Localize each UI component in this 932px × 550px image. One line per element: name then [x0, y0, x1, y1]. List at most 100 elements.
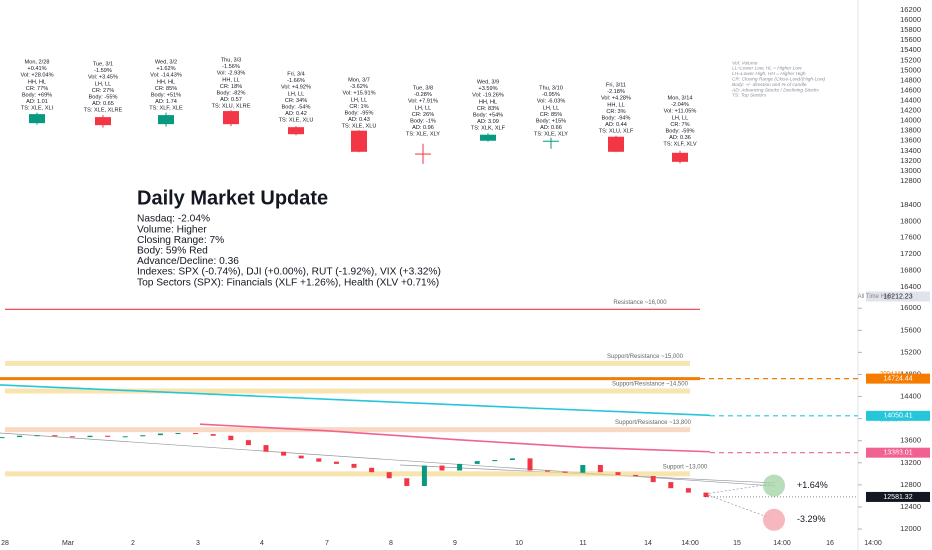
card-line: Body: -59%: [666, 128, 695, 134]
price-candle: [298, 455, 304, 459]
candle-body: [672, 152, 688, 162]
card-line: TS: XLF, XLE: [149, 106, 183, 112]
card-line: Vol: +3.45%: [88, 75, 118, 81]
level-label: Support ~13,000: [663, 464, 708, 470]
card-line: Wed, 3/2: [155, 59, 177, 65]
legend-note: CR: Closing Range (Close-Low)/(High-Low): [732, 76, 825, 82]
card-line: LH, LL: [288, 91, 304, 97]
summary-line: Closing Range: 7%: [137, 235, 224, 246]
card-line: Fri, 3/4: [287, 71, 304, 77]
card-line: -1.66%: [287, 78, 305, 84]
summary-line: Body: 59% Red: [137, 245, 208, 256]
price-candle: [333, 461, 339, 464]
price-candle: [509, 458, 515, 461]
price-candle: [263, 445, 269, 452]
level-band: [5, 388, 690, 394]
card-line: HH, LL: [222, 77, 239, 83]
card-line: TS: XLF, XLV: [663, 142, 696, 148]
card-line: TS: XLK, XLF: [471, 126, 506, 132]
summary-line: Top Sectors (SPX): Financials (XLF +1.26…: [137, 277, 439, 288]
x-tick-label: 2: [131, 540, 135, 547]
card-line: CR: 85%: [540, 112, 562, 118]
price-candle: [650, 476, 656, 483]
x-tick-label: 14:00: [773, 540, 791, 547]
y-tick-label: 14600: [900, 85, 921, 94]
legend-note: AD: Advancing Stocks / Declining Stocks: [731, 87, 819, 93]
price-candle: [245, 440, 251, 446]
price-candle: [87, 435, 93, 438]
card-line: Wed, 3/9: [477, 79, 499, 85]
price-candle: [105, 435, 111, 437]
title: Daily Market Update: [137, 187, 328, 209]
y-tick-label: 16800: [900, 266, 921, 275]
card-line: Body: -82%: [217, 90, 246, 96]
card-line: CR: 77%: [26, 86, 48, 92]
level-label: Resistance ~16,000: [613, 300, 667, 306]
card-line: Vol: -14.43%: [150, 73, 182, 79]
legend-note: Body: +/- direction and % of candle: [732, 82, 807, 88]
price-candle: [0, 437, 5, 439]
y-tick-label: 14400: [900, 392, 921, 401]
y-tick-label: 13000: [900, 166, 921, 175]
y-tick-label: 12400: [900, 502, 921, 511]
card-line: HH, HL: [157, 79, 175, 85]
card-line: TS: XLU, XLF: [599, 129, 634, 135]
candle-body: [223, 111, 239, 125]
card-line: AD: 1.01: [26, 99, 48, 105]
price-candle: [386, 472, 392, 479]
level-label: Support/Resistance ~14,500: [612, 382, 689, 388]
card-line: -1.56%: [222, 64, 240, 70]
candle-body: [543, 140, 559, 142]
x-tick-label: 4: [260, 540, 264, 547]
y-tick-label: 15000: [900, 65, 921, 74]
price-box: [866, 373, 930, 384]
card-line: HH, LL: [607, 102, 624, 108]
price-label: 13383.01: [883, 450, 912, 457]
card-line: AD: 0.42: [285, 111, 307, 117]
x-tick-label: 7: [325, 540, 329, 547]
price-candle: [545, 470, 551, 472]
y-tick-label: 15800: [900, 25, 921, 34]
level-band: [5, 427, 690, 433]
card-line: CR: 34%: [285, 98, 307, 104]
card-line: Body: -94%: [602, 115, 631, 121]
card-line: TS: XLE, XLY: [534, 132, 568, 138]
y-tick-label: 15200: [900, 55, 921, 64]
y-tick-label: 14000: [900, 116, 921, 125]
price-candle: [369, 467, 375, 473]
price-candle: [457, 463, 463, 471]
y-tick-label: 15200: [900, 347, 921, 356]
y-tick-label: 13600: [900, 436, 921, 445]
price-candle: [597, 464, 603, 473]
price-candle: [562, 471, 568, 473]
card-line: +0.41%: [27, 66, 46, 72]
projection-label: -3.29%: [797, 514, 826, 524]
card-line: Body: +54%: [473, 112, 503, 118]
summary-line: Advance/Decline: 0.36: [137, 256, 239, 267]
candle-body: [480, 134, 496, 141]
card-line: Mon, 3/7: [348, 77, 370, 83]
y-tick-label: 13200: [900, 156, 921, 165]
card-line: CR: 1%: [349, 104, 368, 110]
card-line: HH, HL: [28, 79, 46, 85]
price-candle: [492, 460, 498, 462]
price-candle: [703, 492, 709, 497]
level-band: [5, 360, 690, 366]
card-line: TS: XLU, XLRE: [212, 104, 251, 110]
card-line: CR: 3%: [606, 109, 625, 115]
card-line: CR: 26%: [412, 112, 434, 118]
candle-body: [288, 127, 304, 135]
card-line: Vol: +4.92%: [281, 85, 311, 91]
card-line: AD: 0.96: [412, 125, 434, 131]
legend-note: LH=Lower High, HH = Higher High: [732, 71, 806, 77]
price-candle: [210, 434, 216, 436]
card-line: HH, HL: [479, 99, 497, 105]
legend-note: Vol: Volume: [732, 60, 758, 66]
price-candle: [175, 432, 181, 434]
price-candle: [580, 464, 586, 473]
indicator-label: 21d EMA: [880, 454, 905, 460]
y-tick-label: 16400: [900, 282, 921, 291]
card-line: Body: -54%: [282, 104, 311, 110]
card-line: CR: 85%: [155, 86, 177, 92]
card-line: LH, LL: [543, 105, 559, 111]
